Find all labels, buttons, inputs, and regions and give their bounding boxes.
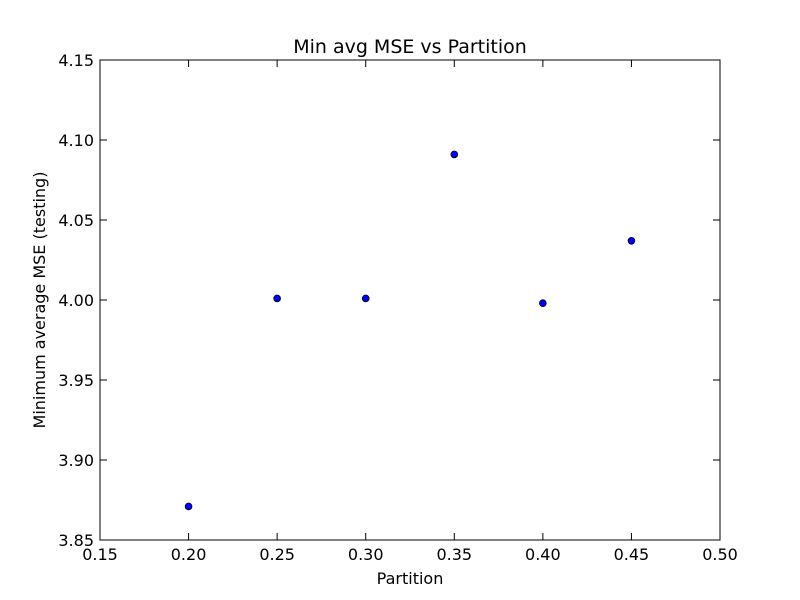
x-tick-label: 0.15 [82, 545, 118, 564]
x-tick-label: 0.25 [259, 545, 295, 564]
x-axis-label: Partition [377, 569, 444, 588]
y-tick-label: 3.90 [58, 451, 94, 470]
y-tick-label: 4.05 [58, 211, 94, 230]
y-tick-label: 3.85 [58, 531, 94, 550]
point-layer [184, 150, 636, 511]
y-tick-label: 4.15 [58, 51, 94, 70]
x-tick-label: 0.45 [614, 545, 650, 564]
data-point [627, 237, 636, 245]
data-point [273, 294, 281, 303]
data-point [539, 299, 547, 308]
y-tick-label: 3.95 [58, 371, 94, 390]
x-tick-label: 0.20 [171, 545, 207, 564]
x-tick-label: 0.50 [702, 545, 738, 564]
tick-layer: 0.15 0.20 0.25 0.30 0.35 0.40 0.45 0.50 3.85 3.90… [58, 51, 737, 564]
y-tick-label: 4.00 [58, 291, 94, 310]
data-point [184, 502, 193, 511]
y-axis-label: Minimum average MSE (testing) [30, 172, 49, 429]
x-tick-label: 0.40 [525, 545, 561, 564]
data-point [361, 294, 370, 303]
x-tick-label: 0.30 [348, 545, 384, 564]
data-point [450, 150, 459, 159]
x-tick-label: 0.35 [436, 545, 472, 564]
y-tick-label: 4.10 [58, 131, 94, 150]
chart-title: Min avg MSE vs Partition [293, 36, 527, 58]
